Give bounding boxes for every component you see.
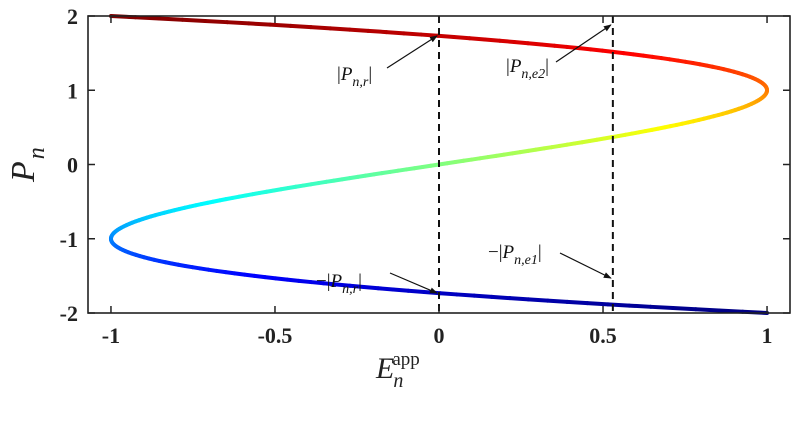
curve-segment xyxy=(308,280,326,286)
curve-segment xyxy=(157,16,185,22)
annotation-label: −|Pn,r| xyxy=(316,271,362,297)
y-axis-ticks: -2 -1 0 1 2 xyxy=(60,4,790,326)
curve-segment xyxy=(391,287,411,293)
curve-segment xyxy=(308,25,333,31)
curve-segment xyxy=(321,281,339,287)
x-tick-label: 1 xyxy=(762,323,773,348)
annotation-label: −|Pn,e1| xyxy=(488,242,542,268)
y-axis-label: Pn xyxy=(5,147,50,183)
curve-segment xyxy=(454,292,477,298)
curve-segment xyxy=(376,286,396,292)
x-tick-label: 0.5 xyxy=(589,323,617,348)
annotation-arrow xyxy=(559,252,612,279)
curve-segment xyxy=(384,30,406,36)
curve-segment xyxy=(539,42,557,48)
curve-segment xyxy=(347,283,366,290)
curve-segment xyxy=(489,294,512,301)
y-tick-label: 0 xyxy=(67,153,78,178)
curve-segment xyxy=(419,32,440,38)
curve-segment xyxy=(361,285,381,291)
curve-segment xyxy=(605,302,632,308)
curve-segment xyxy=(526,297,550,303)
curve-segment xyxy=(693,307,721,313)
curve-segment xyxy=(180,17,208,23)
curve-segment xyxy=(472,293,494,299)
curve-segment xyxy=(648,304,675,311)
curve-segment xyxy=(627,303,653,309)
annotation-arrow xyxy=(555,24,612,63)
curve-segment xyxy=(670,306,698,312)
y-tick-label: -1 xyxy=(60,227,78,252)
curve-segment xyxy=(716,308,745,314)
curve-segment xyxy=(133,15,162,21)
curve-segment xyxy=(246,21,273,27)
curve-segment xyxy=(203,18,230,25)
x-tick-label: -1 xyxy=(102,323,120,348)
curve-segment xyxy=(366,28,389,35)
curve-segment xyxy=(512,39,531,46)
x-tick-label: 0 xyxy=(434,323,445,348)
curve-segment xyxy=(552,43,570,49)
curve-segment xyxy=(565,299,590,306)
annotation-label: |Pn,r| xyxy=(337,64,372,90)
y-tick-label: -2 xyxy=(60,301,78,326)
curve-segment xyxy=(482,37,502,43)
curve-segment xyxy=(334,282,352,288)
curve-segment xyxy=(507,296,531,302)
annotation-label: |Pn,e2| xyxy=(506,56,549,82)
curve-segment xyxy=(347,27,371,33)
curve-segment xyxy=(268,22,293,28)
curve-segment xyxy=(438,291,459,297)
curve-segment xyxy=(401,31,424,37)
curve-segment xyxy=(451,35,472,41)
annotation-arrow xyxy=(386,35,438,69)
curve-segment xyxy=(328,26,352,32)
curve-segment xyxy=(435,33,456,40)
curve-segment xyxy=(497,38,517,44)
reference-lines xyxy=(438,16,614,313)
curve xyxy=(108,14,770,315)
x-tick-label: -0.5 xyxy=(258,323,293,348)
curve-segment xyxy=(467,36,487,42)
annotations: |Pn,r| |Pn,e2| −|Pn,r| −|Pn,e1| xyxy=(316,24,612,297)
x-axis-ticks: -1 -0.5 0 0.5 1 xyxy=(102,16,773,348)
curve-segment xyxy=(225,20,251,26)
curve-segment xyxy=(526,41,544,47)
x-axis-label: Enapp xyxy=(375,349,420,392)
curve-segment xyxy=(296,278,313,285)
annotation-arrow xyxy=(389,272,438,294)
y-tick-label: 2 xyxy=(67,4,78,29)
curve-segment xyxy=(288,23,313,30)
curve-segment xyxy=(406,288,427,294)
y-tick-label: 1 xyxy=(67,78,78,103)
curve-segment xyxy=(545,298,570,304)
curve-segment xyxy=(422,289,443,296)
curve-segment xyxy=(585,301,610,307)
